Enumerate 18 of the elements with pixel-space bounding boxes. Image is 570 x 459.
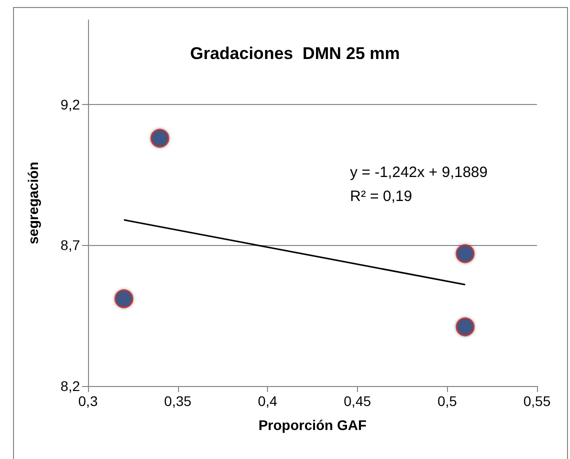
x-tick-label: 0,35 bbox=[164, 393, 192, 409]
annotation: R² = 0,19 bbox=[350, 188, 412, 205]
x-tick-label: 0,5 bbox=[437, 393, 458, 409]
x-tick-label: 0,55 bbox=[523, 393, 551, 409]
point bbox=[114, 289, 134, 308]
y-axis-title: segregación bbox=[25, 162, 41, 244]
y-tick-label: 9,2 bbox=[60, 96, 80, 112]
text: Gradaciones DMN 25 mm bbox=[190, 44, 400, 63]
x-axis-title: Proporción GAF bbox=[258, 417, 367, 433]
x-tick-label: 0,4 bbox=[258, 393, 278, 409]
point bbox=[456, 317, 475, 336]
x-tick-label: 0,45 bbox=[344, 393, 372, 409]
annotation: y = -1,242x + 9,1889 bbox=[350, 164, 488, 181]
x-tick-label: 0,3 bbox=[78, 393, 98, 409]
y-tick-label: 8,2 bbox=[60, 378, 80, 394]
point bbox=[150, 128, 170, 148]
point bbox=[456, 244, 475, 264]
y-tick-label: 8,7 bbox=[60, 237, 80, 254]
